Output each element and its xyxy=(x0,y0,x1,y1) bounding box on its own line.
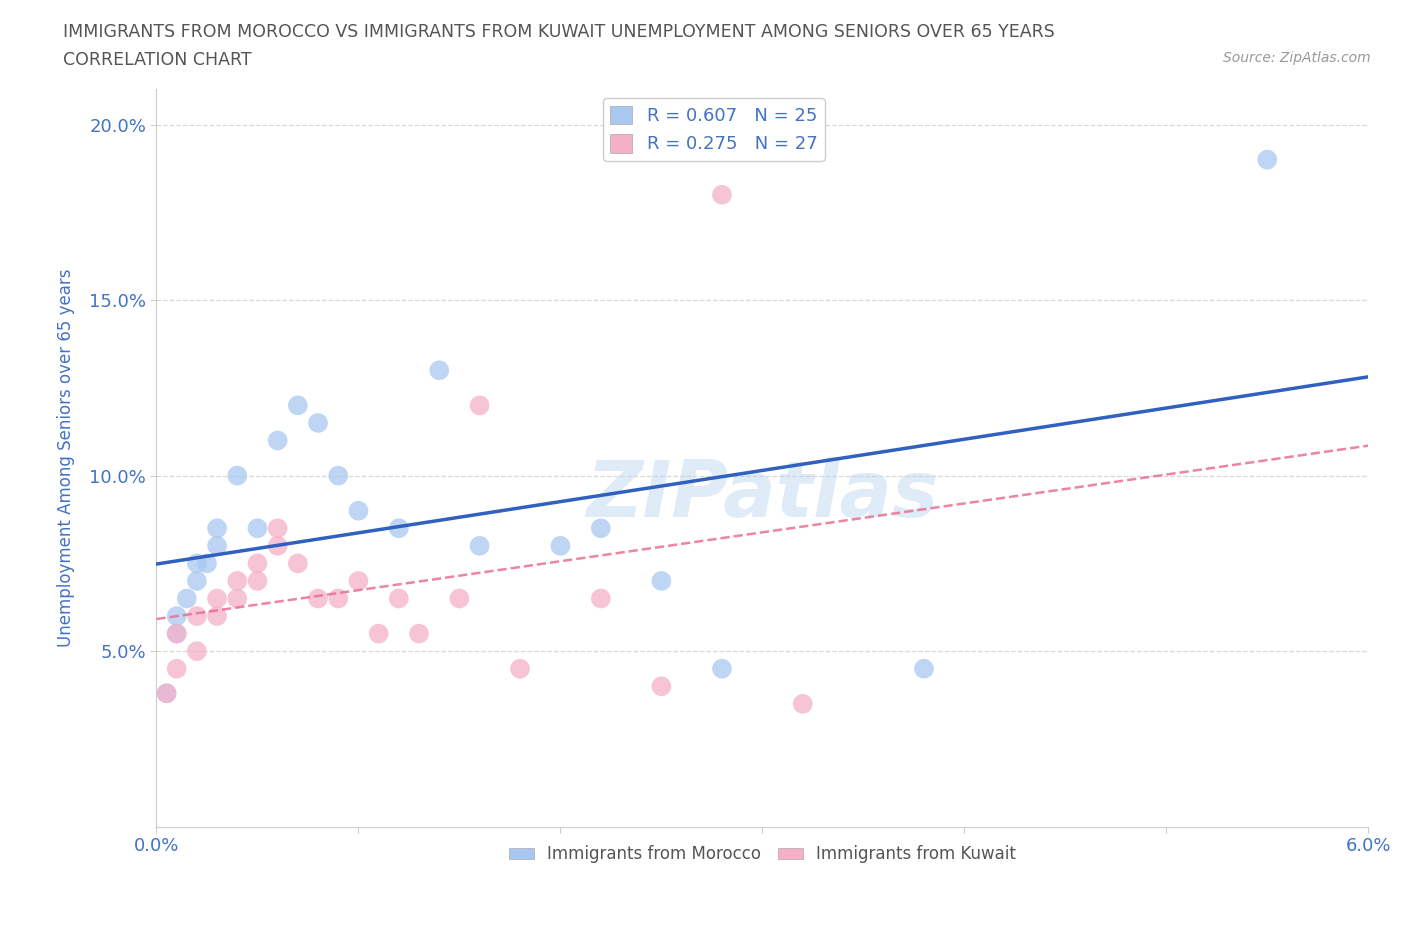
Point xyxy=(226,574,249,589)
Point xyxy=(328,468,350,483)
Point xyxy=(205,608,228,623)
Point xyxy=(307,591,329,606)
Point xyxy=(186,556,208,571)
Point xyxy=(347,503,370,518)
Point xyxy=(246,556,269,571)
Point xyxy=(186,574,208,589)
Point xyxy=(307,416,329,431)
Text: CORRELATION CHART: CORRELATION CHART xyxy=(63,51,252,69)
Legend: Immigrants from Morocco, Immigrants from Kuwait: Immigrants from Morocco, Immigrants from… xyxy=(502,839,1022,870)
Text: ZIPatlas: ZIPatlas xyxy=(586,457,938,533)
Point xyxy=(589,591,612,606)
Point xyxy=(367,626,389,641)
Y-axis label: Unemployment Among Seniors over 65 years: Unemployment Among Seniors over 65 years xyxy=(58,269,75,647)
Point xyxy=(427,363,450,378)
Point xyxy=(449,591,471,606)
Text: IMMIGRANTS FROM MOROCCO VS IMMIGRANTS FROM KUWAIT UNEMPLOYMENT AMONG SENIORS OVE: IMMIGRANTS FROM MOROCCO VS IMMIGRANTS FR… xyxy=(63,23,1054,41)
Point xyxy=(155,685,177,700)
Point xyxy=(550,538,572,553)
Text: Source: ZipAtlas.com: Source: ZipAtlas.com xyxy=(1223,51,1371,65)
Point xyxy=(266,538,288,553)
Point xyxy=(287,556,309,571)
Point xyxy=(650,574,672,589)
Point xyxy=(166,608,188,623)
Point xyxy=(176,591,198,606)
Point xyxy=(468,538,491,553)
Point xyxy=(710,187,733,202)
Point xyxy=(155,685,177,700)
Point xyxy=(205,521,228,536)
Point xyxy=(388,591,411,606)
Point xyxy=(226,468,249,483)
Point xyxy=(650,679,672,694)
Point xyxy=(186,608,208,623)
Point xyxy=(589,521,612,536)
Point xyxy=(186,644,208,658)
Point xyxy=(287,398,309,413)
Point xyxy=(166,626,188,641)
Point xyxy=(1256,153,1278,167)
Point xyxy=(509,661,531,676)
Point xyxy=(710,661,733,676)
Point xyxy=(266,433,288,448)
Point xyxy=(246,574,269,589)
Point xyxy=(205,591,228,606)
Point xyxy=(166,661,188,676)
Point xyxy=(792,697,814,711)
Point xyxy=(266,521,288,536)
Point xyxy=(912,661,935,676)
Point xyxy=(328,591,350,606)
Point xyxy=(468,398,491,413)
Point xyxy=(205,538,228,553)
Point xyxy=(388,521,411,536)
Point xyxy=(226,591,249,606)
Point xyxy=(195,556,218,571)
Point xyxy=(347,574,370,589)
Point xyxy=(246,521,269,536)
Point xyxy=(408,626,430,641)
Point xyxy=(166,626,188,641)
